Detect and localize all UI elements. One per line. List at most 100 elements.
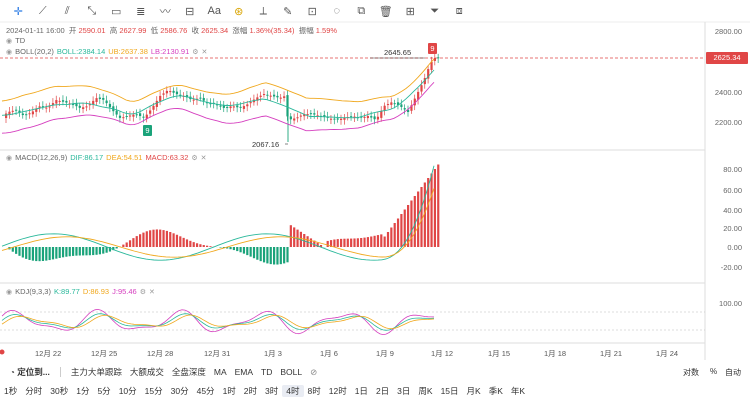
ray-icon[interactable]: ⤡ [87,4,97,17]
period-17[interactable]: 3日 [397,386,411,396]
macd-name[interactable]: MACD(12,26,9) [15,153,68,162]
period-9[interactable]: 1时 [222,386,236,396]
candle-body [162,93,165,95]
log-scale-toggle[interactable]: 对数 [683,368,699,377]
price-range-icon[interactable]: ⊟ [185,5,195,18]
settings-icon[interactable]: ⧈ [455,4,463,17]
td-eye-icon[interactable]: ◉ [6,37,13,45]
layers-icon[interactable]: ⊞ [405,5,415,18]
period-2[interactable]: 30秒 [50,386,69,396]
period-11[interactable]: 3时 [265,386,279,396]
brush-icon[interactable]: ✎ [283,5,293,18]
locate-to-button[interactable]: ◔ 定位到... [0,366,54,378]
macd-bar [11,247,14,252]
candle-body [102,97,105,100]
text-icon[interactable]: Aa [207,5,221,17]
period-4[interactable]: 5分 [97,386,111,396]
td-label[interactable]: TD [15,36,26,45]
period-6[interactable]: 15分 [144,386,163,396]
boll-upper-band [1,58,435,103]
period-13[interactable]: 8时 [307,386,321,396]
period-22[interactable]: 年K [510,386,526,396]
ruler-icon[interactable]: ⟂ [259,4,267,17]
candle-body [293,118,296,121]
x-label-jan9: 1月 9 [376,349,394,358]
macd-settings-icon[interactable]: ⚙ [191,154,198,162]
period-18[interactable]: 周K [418,386,433,396]
high-label: 高 [109,26,118,35]
boll-middle-band [1,69,435,119]
delete-icon[interactable]: 🗑 [378,5,393,18]
bottom-item-1[interactable]: 大额成交 [129,367,164,377]
bottom-item-6[interactable]: BOLL [280,367,303,377]
filter-icon[interactable]: ⏷ [430,4,440,17]
macd-eye-icon[interactable]: ◉ [6,154,13,162]
bottom-item-5[interactable]: TD [261,367,273,377]
candle-body [333,118,336,120]
macd-bar [98,247,101,255]
boll-eye-icon[interactable]: ◉ [6,48,13,56]
boll-close-icon[interactable]: ✕ [201,48,208,56]
fibonacci-icon[interactable]: ≣ [136,5,146,18]
candle-body [427,69,430,79]
candlestick-chart[interactable] [0,0,750,360]
period-14[interactable]: 12时 [328,386,347,396]
candle-body [296,117,299,119]
amplitude-value: 1.59% [315,26,338,35]
period-12[interactable]: 4时 [282,385,304,397]
candle-body [232,106,235,108]
auto-scale-toggle[interactable]: 自动 [725,368,741,377]
percent-scale-toggle[interactable]: % [710,367,718,376]
macd-bar [346,238,349,247]
boll-settings-icon[interactable]: ⚙ [192,48,199,56]
bottom-item-3[interactable]: MA [213,367,227,377]
indicator-settings-icon[interactable]: ⊘ [310,366,318,377]
macd-dea-value: DEA:54.51 [106,153,143,162]
lock-icon[interactable]: ⊡ [307,5,317,18]
macd-bar [202,245,205,247]
bottom-item-2[interactable]: 全盘深度 [171,367,206,377]
rectangle-icon[interactable]: ▭ [111,5,122,18]
period-20[interactable]: 月K [466,386,481,396]
crosshair-icon[interactable]: ✛ [13,5,23,18]
candle-body [269,95,272,97]
macd-axis-40: 40.00 [723,206,742,215]
period-19[interactable]: 15日 [440,386,459,396]
boll-name[interactable]: BOLL(20,2) [15,47,54,56]
candle-body [433,58,436,61]
eye-icon[interactable]: ◌ [333,5,341,17]
period-5[interactable]: 10分 [118,386,137,396]
period-8[interactable]: 45分 [196,386,215,396]
period-15[interactable]: 1日 [354,386,368,396]
parallel-channel-icon[interactable]: ⫽ [64,4,70,17]
candle-body [18,110,21,113]
period-1[interactable]: 分时 [25,386,43,396]
macd-bar [303,234,306,247]
period-3[interactable]: 1分 [76,386,90,396]
macd-bar [172,233,175,247]
candle-body [31,111,34,115]
candle-body [118,115,122,118]
kdj-eye-icon[interactable]: ◉ [6,288,13,296]
candle-body [175,91,179,95]
macd-bar [252,247,256,259]
period-10[interactable]: 2时 [243,386,258,396]
bottom-item-4[interactable]: EMA [234,367,254,377]
kdj-settings-icon[interactable]: ⚙ [139,288,146,296]
period-0[interactable]: 1秒 [4,386,18,396]
macd-bar [366,237,369,247]
period-21[interactable]: 季K [488,386,503,396]
period-16[interactable]: 2日 [375,386,390,396]
kdj-name[interactable]: KDJ(9,3,3) [15,287,51,296]
trend-line-icon[interactable]: ⟋ [38,4,47,17]
bottom-item-0[interactable]: 主力大单跟踪 [70,367,122,377]
candle-body [41,106,45,108]
favorite-icon[interactable]: ⊛ [234,5,244,18]
period-7[interactable]: 30分 [170,386,189,396]
wave-icon[interactable]: 〰 [159,6,171,18]
copy-icon[interactable]: ⧉ [357,4,366,17]
macd-bar [41,247,45,262]
macd-close-icon[interactable]: ✕ [200,154,207,162]
kdj-close-icon[interactable]: ✕ [149,288,155,296]
candle-body [58,100,61,102]
